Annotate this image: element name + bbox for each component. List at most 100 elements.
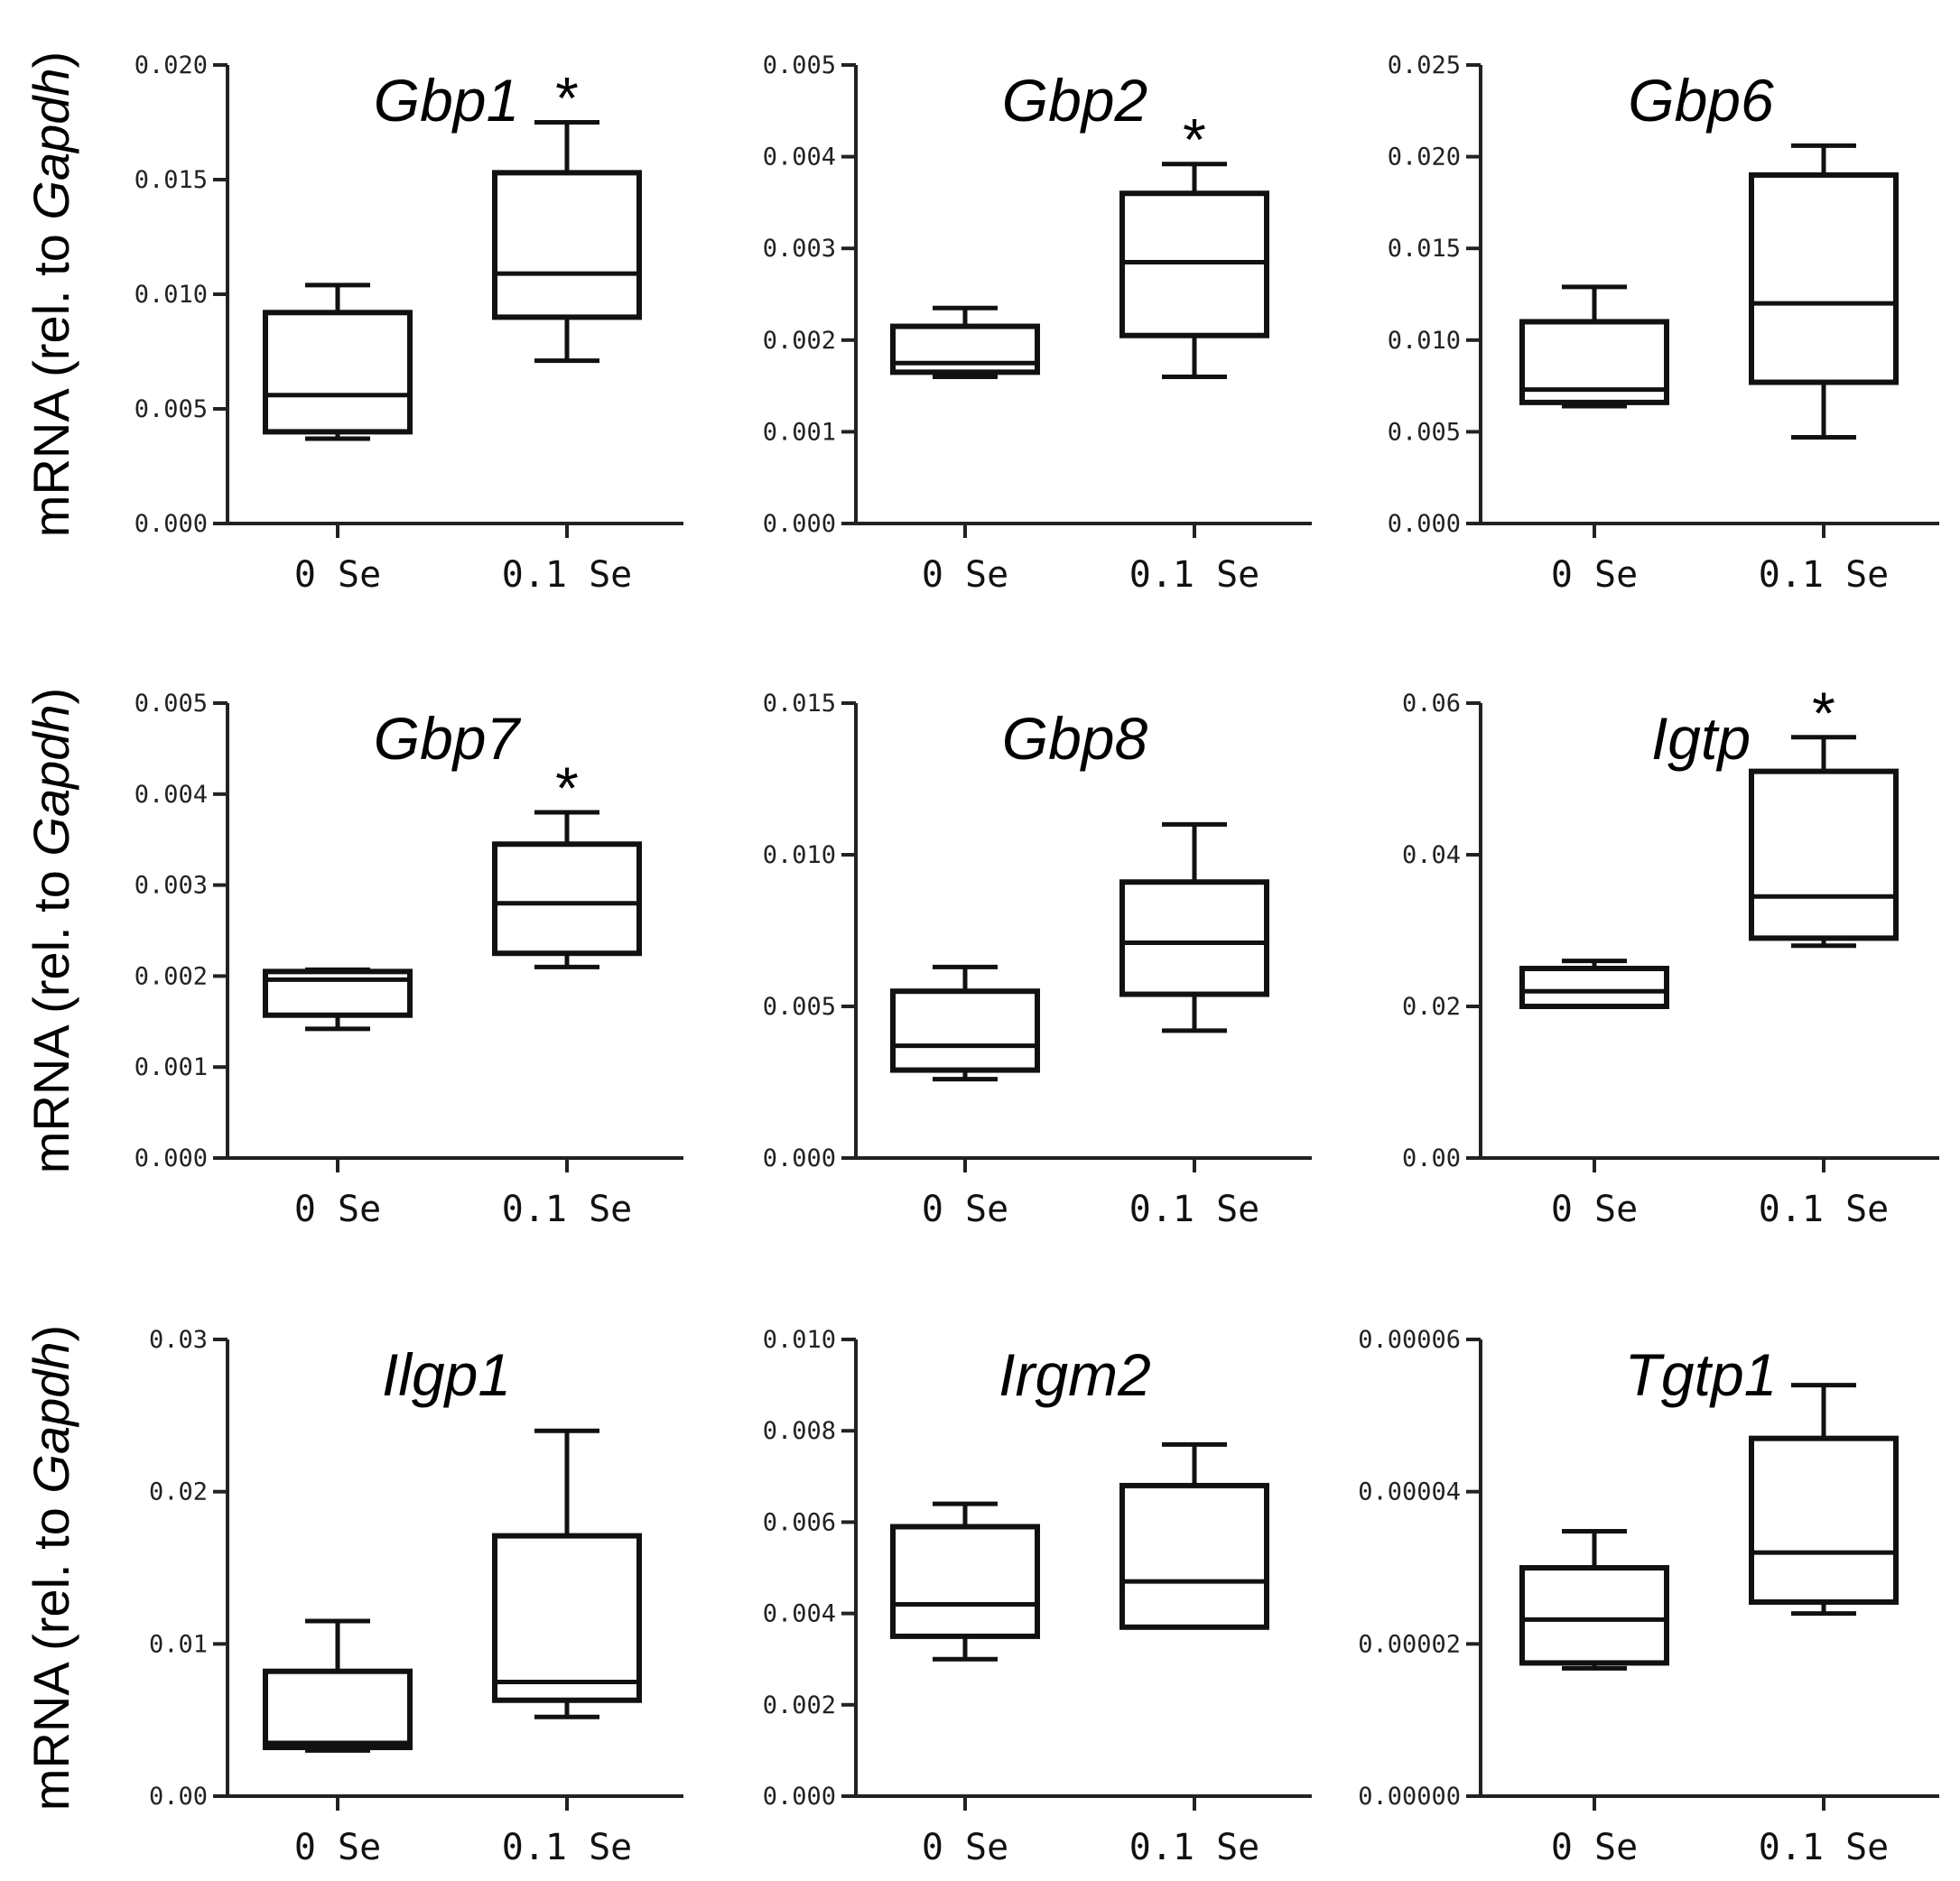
iqr-box — [1749, 1435, 1899, 1605]
x-category-label: 0 Se — [1551, 1189, 1638, 1230]
y-tick-label: 0.000 — [763, 510, 836, 538]
iqr-box — [1119, 879, 1269, 997]
box-control — [263, 1618, 413, 1753]
y-tick-label: 0.008 — [763, 1417, 836, 1445]
y-tick-label: 0.04 — [1402, 841, 1461, 869]
x-category-label: 0 Se — [922, 1189, 1008, 1230]
box-control — [263, 283, 413, 441]
x-category-label: 0.1 Se — [1129, 554, 1260, 596]
iqr-box — [1519, 966, 1669, 1009]
panel-gbp7: 0.000 0.001 0.002 0.003 0.004 0.005 0 Se 0.1 Se… — [135, 690, 683, 1230]
box-treated — [1119, 1441, 1269, 1630]
y-tick-label: 0.000 — [763, 1783, 836, 1811]
x-category-label: 0.1 Se — [1759, 1189, 1890, 1230]
x-category-label: 0.1 Se — [1759, 554, 1890, 596]
x-category-label: 0.1 Se — [1759, 1827, 1890, 1868]
y-tick-label: 0.004 — [763, 1600, 836, 1628]
y-tick-label: 0.000 — [135, 1144, 208, 1172]
iqr-box — [492, 841, 642, 957]
y-tick-label: 0.025 — [1388, 51, 1461, 79]
panel-title: Gbp1 — [374, 67, 519, 134]
x-category-label: 0 Se — [1551, 554, 1638, 596]
y-tick-label: 0.000 — [763, 1144, 836, 1172]
box-treated — [1749, 1383, 1899, 1617]
panel-title: Tgtp1 — [1625, 1341, 1778, 1408]
y-axis-label: mRNA (rel. to Gapdh) — [23, 688, 79, 1173]
box-treated — [492, 1428, 642, 1719]
panel-gbp1: 0.000 0.005 0.010 0.015 0.020 0 Se 0.1 Se Gbp1 * — [135, 51, 683, 596]
iqr-box — [492, 1533, 642, 1703]
iqr-box — [1119, 1482, 1269, 1630]
box-treated — [1749, 143, 1899, 440]
y-axis-label-part: mRNA (rel. to — [23, 220, 79, 538]
panel-title: Irgm2 — [999, 1341, 1151, 1408]
y-tick-label: 0.004 — [135, 781, 208, 809]
y-tick-label: 0.002 — [135, 962, 208, 990]
iqr-box — [1519, 1565, 1669, 1666]
y-tick-label: 0.001 — [135, 1053, 208, 1081]
box-control — [890, 964, 1040, 1082]
y-tick-label: 0.01 — [149, 1630, 208, 1658]
y-tick-label: 0.005 — [763, 51, 836, 79]
iqr-box — [1749, 171, 1899, 385]
x-category-label: 0 Se — [294, 554, 381, 596]
y-tick-label: 0.00 — [149, 1783, 208, 1811]
x-category-label: 0.1 Se — [502, 554, 633, 596]
y-tick-label: 0.010 — [135, 281, 208, 309]
panel-gbp2: 0.000 0.001 0.002 0.003 0.004 0.005 0 Se 0.1 Se… — [763, 51, 1312, 596]
iqr-box — [1119, 190, 1269, 338]
panel-title: Gbp8 — [1002, 705, 1148, 772]
y-axis-label: mRNA (rel. to Gapdh) — [23, 1325, 79, 1811]
panel-ilgp1: 0.00 0.01 0.02 0.03 0 Se 0.1 Se Ilgp1 — [149, 1326, 683, 1868]
y-axis-label-part: Gapdh — [23, 68, 79, 219]
y-tick-label: 0.06 — [1402, 690, 1461, 718]
panel-title: Gbp7 — [374, 705, 522, 772]
panel-title: Gbp2 — [1002, 67, 1147, 134]
iqr-box — [890, 1524, 1040, 1639]
y-tick-label: 0.005 — [135, 690, 208, 718]
panel-tgtp1: 0.00000 0.00002 0.00004 0.00006 0 Se 0.1 Se Tg… — [1358, 1326, 1939, 1868]
box-control — [890, 305, 1040, 379]
box-control — [1519, 1529, 1669, 1671]
panel-irgm2: 0.000 0.002 0.004 0.006 0.008 0.010 0 Se 0.1 Se… — [763, 1326, 1312, 1868]
y-tick-label: 0.00 — [1402, 1144, 1461, 1172]
box-control — [1519, 959, 1669, 1009]
x-category-label: 0 Se — [294, 1827, 381, 1868]
y-tick-label: 0.00004 — [1358, 1478, 1461, 1506]
iqr-box — [890, 988, 1040, 1073]
y-tick-label: 0.015 — [135, 166, 208, 194]
y-tick-label: 0.00002 — [1358, 1630, 1461, 1658]
x-category-label: 0 Se — [1551, 1827, 1638, 1868]
y-tick-label: 0.004 — [763, 144, 836, 171]
iqr-box — [263, 1668, 413, 1751]
y-tick-label: 0.000 — [135, 510, 208, 538]
panel-title: Igtp — [1651, 705, 1751, 772]
y-axis-label-part: mRNA (rel. to — [23, 1494, 79, 1812]
y-axis-label-part: mRNA (rel. to — [23, 857, 79, 1174]
y-tick-label: 0.02 — [149, 1478, 208, 1506]
x-category-label: 0.1 Se — [1129, 1827, 1260, 1868]
y-tick-label: 0.005 — [763, 993, 836, 1021]
box-treated: * — [492, 65, 642, 364]
y-tick-label: 0.010 — [763, 841, 836, 869]
box-treated: * — [1749, 680, 1899, 949]
y-tick-label: 0.015 — [763, 690, 836, 718]
y-tick-label: 0.015 — [1388, 235, 1461, 263]
y-tick-label: 0.010 — [1388, 327, 1461, 355]
box-control — [1519, 284, 1669, 409]
y-tick-label: 0.006 — [763, 1508, 836, 1536]
y-tick-label: 0.020 — [135, 51, 208, 79]
iqr-box — [492, 170, 642, 320]
x-category-label: 0 Se — [294, 1189, 381, 1230]
y-tick-label: 0.00006 — [1358, 1326, 1461, 1354]
x-category-label: 0.1 Se — [502, 1189, 633, 1230]
y-axis-label: mRNA (rel. to Gapdh) — [23, 51, 79, 537]
y-tick-label: 0.003 — [135, 872, 208, 900]
y-tick-label: 0.02 — [1402, 993, 1461, 1021]
box-treated — [1119, 821, 1269, 1033]
panel-gbp8: 0.000 0.005 0.010 0.015 0 Se 0.1 Se Gbp8 — [763, 690, 1312, 1230]
panel-gbp6: 0.000 0.005 0.010 0.015 0.020 0.025 0 Se 0.1 Se… — [1388, 51, 1939, 596]
y-tick-label: 0.005 — [1388, 418, 1461, 446]
y-tick-label: 0.000 — [1388, 510, 1461, 538]
box-control — [263, 967, 413, 1032]
